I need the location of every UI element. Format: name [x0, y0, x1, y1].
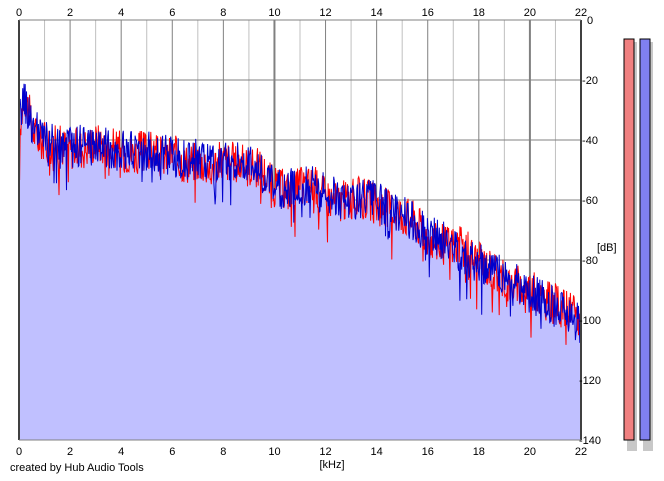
y-tick-label: -140: [579, 435, 601, 447]
x-tick-label-bottom: 20: [524, 446, 536, 458]
x-tick-label-top: 0: [16, 7, 22, 19]
x-tick-label-top: 22: [575, 7, 587, 19]
x-tick-label-top: 12: [319, 7, 331, 19]
x-tick-label-top: 18: [473, 7, 485, 19]
series-lines: [18, 83, 582, 372]
x-tick-label-top: 4: [118, 7, 124, 19]
series-line-right: [18, 83, 582, 372]
x-tick-label-top: 14: [371, 7, 383, 19]
y-tick-label: -120: [579, 375, 601, 387]
y-tick-label: -40: [582, 135, 598, 147]
level-meter-right: [639, 38, 651, 441]
x-tick-label-bottom: 14: [371, 446, 383, 458]
x-tick-label-top: 8: [220, 7, 226, 19]
x-tick-label-bottom: 16: [422, 446, 434, 458]
y-tick-label: -80: [582, 255, 598, 267]
x-tick-label-bottom: 6: [169, 446, 175, 458]
y-tick-labels: 0 -20 -40 -60 -80 -100 -120 -140: [579, 15, 601, 447]
x-tick-label-bottom: 10: [268, 446, 280, 458]
x-tick-label-bottom: 22: [575, 446, 587, 458]
plot-frame: [18, 19, 582, 441]
x-tick-label-bottom: 8: [220, 446, 226, 458]
x-tick-label-top: 2: [67, 7, 73, 19]
y-tick-label: 0: [587, 15, 593, 27]
x-tick-label-top: 16: [422, 7, 434, 19]
x-tick-label-top: 6: [169, 7, 175, 19]
level-meter-left: [623, 38, 635, 441]
y-tick-label: -60: [582, 195, 598, 207]
level-meters: [623, 38, 653, 451]
x-axis-label: [kHz]: [319, 459, 344, 471]
y-axis-label: [dB]: [597, 242, 617, 254]
x-tick-labels-top: 0 2 4 6 8 10 12 14 16 18 20 22: [16, 7, 587, 19]
x-tick-label-top: 20: [524, 7, 536, 19]
y-tick-label: -20: [582, 75, 598, 87]
x-tick-label-bottom: 0: [16, 446, 22, 458]
footer-credit: created by Hub Audio Tools: [10, 462, 144, 474]
x-tick-label-bottom: 18: [473, 446, 485, 458]
x-tick-label-bottom: 4: [118, 446, 124, 458]
x-tick-label-bottom: 12: [319, 446, 331, 458]
x-tick-label-bottom: 2: [67, 446, 73, 458]
y-tick-label: -100: [579, 315, 601, 327]
x-tick-labels-bottom: 0 2 4 6 8 10 12 14 16 18 20 22: [16, 446, 587, 458]
x-tick-label-top: 10: [268, 7, 280, 19]
